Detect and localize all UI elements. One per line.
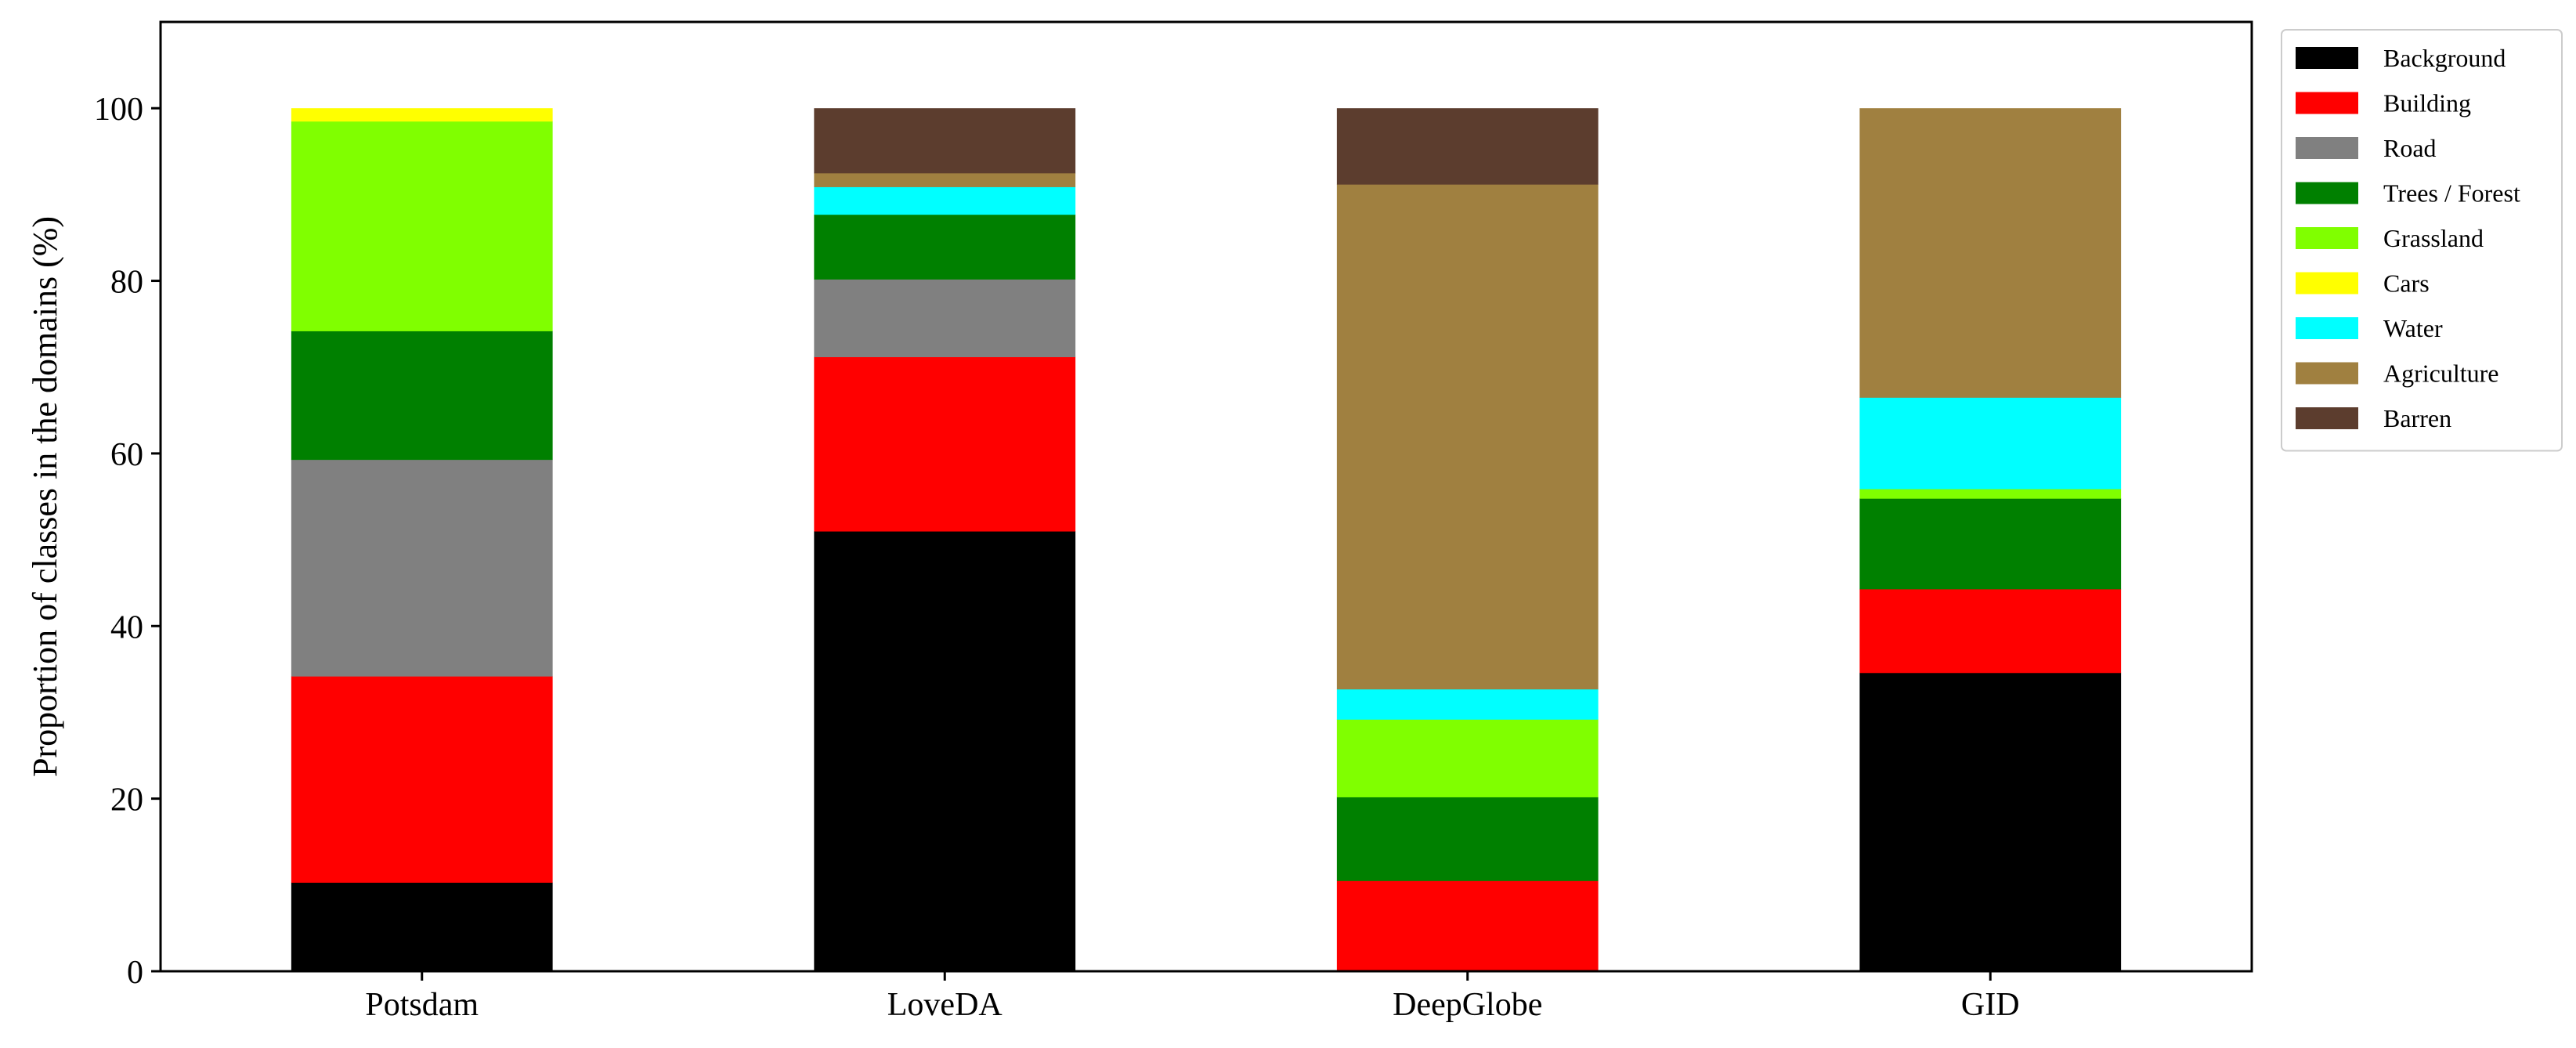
- y-tick-label-20: 20: [110, 782, 143, 819]
- bar-segment-loveda-road: [814, 279, 1076, 358]
- bar-segment-potsdam-background: [291, 882, 553, 972]
- x-tick-label-deepglobe: DeepGlobe: [1393, 987, 1542, 1023]
- bar-segment-gid-water: [1859, 397, 2122, 490]
- bar-segment-deepglobe-trees-forest: [1336, 797, 1599, 881]
- legend-swatch-building: [2296, 92, 2358, 114]
- legend: Background Building Road Trees / Forest Gras…: [2281, 29, 2563, 452]
- plot-frame: [159, 20, 2253, 973]
- bar-segment-deepglobe-barren: [1336, 108, 1599, 185]
- legend-label-background: Background: [2383, 44, 2506, 72]
- y-tick-label-40: 40: [110, 609, 143, 645]
- legend-label-water: Water: [2383, 314, 2443, 342]
- bar-segment-loveda-building: [814, 356, 1076, 532]
- legend-label-barren: Barren: [2383, 404, 2451, 432]
- legend-swatch-barren: [2296, 407, 2358, 429]
- bar-segment-loveda-background: [814, 531, 1076, 972]
- legend-swatch-road: [2296, 137, 2358, 159]
- y-tick-label-60: 60: [110, 437, 143, 473]
- legend-label-building: Building: [2383, 89, 2471, 117]
- bar-segment-potsdam-cars: [291, 108, 553, 122]
- bar-segment-loveda-trees-forest: [814, 214, 1076, 280]
- y-tick-label-80: 80: [110, 265, 143, 301]
- bar-segment-potsdam-road: [291, 459, 553, 677]
- legend-label-trees-forest: Trees / Forest: [2383, 179, 2520, 208]
- bar-segment-potsdam-trees-forest: [291, 331, 553, 461]
- bar-segment-deepglobe-water: [1336, 688, 1599, 720]
- legend-swatch-grassland: [2296, 227, 2358, 249]
- legend-swatch-cars: [2296, 272, 2358, 295]
- x-axis: Potsdam LoveDA DeepGlobe GID: [365, 971, 2020, 1023]
- bar-segment-gid-building: [1859, 588, 2122, 674]
- y-tick-label-100: 100: [94, 92, 143, 128]
- legend-swatch-agriculture: [2296, 362, 2358, 385]
- bar-segment-gid-agriculture: [1859, 108, 2122, 398]
- y-axis-label: Proportion of classes in the domains (%): [26, 216, 64, 777]
- x-tick-label-loveda: LoveDA: [887, 987, 1003, 1023]
- bar-segment-loveda-water: [814, 186, 1076, 215]
- legend-label-agriculture: Agriculture: [2383, 360, 2499, 388]
- bars-layer: [291, 108, 2122, 972]
- bar-segment-potsdam-grassland: [291, 121, 553, 331]
- legend-box: [2281, 29, 2563, 452]
- legend-label-road: Road: [2383, 134, 2437, 162]
- bar-segment-potsdam-building: [291, 676, 553, 884]
- legend-label-grassland: Grassland: [2383, 224, 2484, 252]
- x-tick-label-potsdam: Potsdam: [365, 987, 479, 1023]
- bar-segment-gid-background: [1859, 672, 2122, 972]
- legend-swatch-background: [2296, 47, 2358, 69]
- bar-segment-deepglobe-building: [1336, 880, 1599, 972]
- legend-swatch-water: [2296, 317, 2358, 339]
- bar-segment-loveda-barren: [814, 108, 1076, 174]
- bar-segment-deepglobe-agriculture: [1336, 184, 1599, 690]
- y-tick-label-0: 0: [127, 955, 143, 991]
- legend-label-cars: Cars: [2383, 269, 2430, 298]
- legend-swatch-trees-forest: [2296, 182, 2358, 204]
- bar-segment-gid-grassland: [1859, 489, 2122, 499]
- y-axis: 0 20 40 60 80 100: [94, 92, 161, 991]
- bar-segment-gid-trees-forest: [1859, 498, 2122, 590]
- bar-segment-deepglobe-grassland: [1336, 719, 1599, 797]
- bar-segment-loveda-agriculture: [814, 172, 1076, 187]
- x-tick-label-gid: GID: [1961, 987, 2020, 1023]
